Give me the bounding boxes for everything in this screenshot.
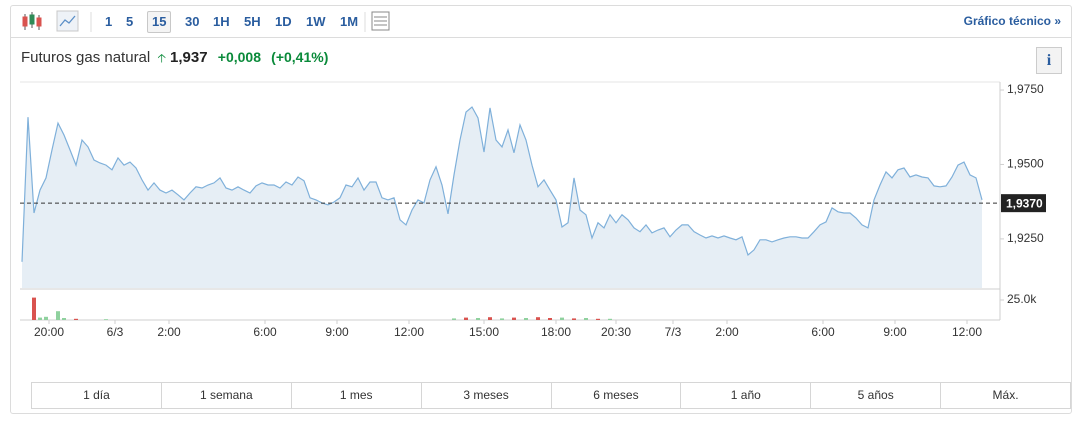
volume-tick-label: 25.0k	[1007, 292, 1037, 306]
price-line	[21, 106, 983, 262]
interval-button[interactable]: 5	[126, 14, 134, 29]
x-tick-label: 20:30	[601, 325, 631, 339]
volume-bar	[608, 318, 612, 320]
current-price-label: 1,9370	[1006, 196, 1043, 210]
instrument-name: Futuros gas natural	[21, 49, 151, 66]
volume-bar	[560, 317, 564, 320]
y-tick-label: 1,9750	[1007, 82, 1044, 96]
quote-header: Futuros gas natural 🡡 1,937 +0,008 (+0,41…	[21, 49, 328, 70]
chart: Investing.com1,97501,95001,92501,937025.…	[20, 81, 1046, 339]
range-button[interactable]: 1 año	[680, 383, 810, 408]
volume-bar	[38, 317, 42, 320]
x-tick-label: 2:00	[715, 325, 739, 339]
volume-bar	[596, 318, 600, 320]
volume-bar	[464, 317, 468, 320]
volume-bar	[44, 316, 48, 320]
range-button[interactable]: 5 años	[810, 383, 940, 408]
x-tick-label: 6:00	[253, 325, 277, 339]
x-tick-label: 6/3	[107, 325, 124, 339]
volume-bar	[524, 318, 528, 320]
y-tick-label: 1,9500	[1007, 157, 1044, 171]
volume-bar	[104, 319, 108, 320]
interval-button[interactable]: 1W	[306, 14, 326, 29]
x-tick-label: 9:00	[883, 325, 907, 339]
change: +0,008	[217, 49, 261, 65]
volume-bar	[476, 318, 480, 320]
interval-button[interactable]: 30	[185, 14, 200, 29]
y-tick-label: 1,9250	[1007, 231, 1044, 245]
volume-bar	[56, 311, 60, 320]
interval-button[interactable]: 5H	[244, 14, 261, 29]
interval-button[interactable]: 1M	[340, 14, 359, 29]
range-button[interactable]: 1 semana	[160, 383, 291, 408]
volume-bar	[512, 317, 516, 320]
volume-bar	[536, 317, 540, 320]
toolbar: 1 5 15 30 1H 5H 1D 1W 1M Gráfico técnico »	[11, 6, 1071, 38]
x-tick-label: 6:00	[811, 325, 835, 339]
volume-bar	[452, 318, 456, 320]
table-icon[interactable]	[363, 6, 393, 37]
interval-button[interactable]: 15	[147, 11, 172, 33]
area-icon[interactable]	[56, 10, 79, 32]
chart-card: 1 5 15 30 1H 5H 1D 1W 1M Gráfico técnico » Futur…	[10, 5, 1072, 414]
range-button[interactable]: 1 día	[83, 388, 110, 402]
x-tick-label: 20:00	[34, 325, 64, 339]
up-arrow: 🡡	[157, 51, 167, 65]
toolbar-icons	[22, 10, 92, 32]
x-tick-label: 12:00	[952, 325, 982, 339]
volume-bar	[572, 318, 576, 320]
range-button[interactable]: 1 mes	[290, 383, 421, 408]
interval-button[interactable]: 1H	[213, 14, 230, 29]
x-tick-label: 18:00	[541, 325, 571, 339]
change-pct: (+0,41%)	[271, 49, 329, 65]
x-tick-label: 9:00	[325, 325, 349, 339]
candle-icon[interactable]	[22, 12, 42, 30]
current-price-box	[1001, 194, 1046, 213]
x-tick-label: 7/3	[665, 325, 682, 339]
area-fill	[22, 107, 982, 288]
price: 1,937	[170, 49, 208, 66]
range-bar: 1 día 1 semana 1 mes 3 meses 6 meses 1 año 5 a…	[31, 382, 1071, 409]
volume-bar	[488, 317, 492, 320]
x-tick-label: 2:00	[157, 325, 181, 339]
technical-chart-link[interactable]: Gráfico técnico »	[963, 14, 1061, 28]
range-button[interactable]: 6 meses	[550, 383, 681, 408]
volume-bar	[548, 318, 552, 320]
range-button[interactable]: Máx.	[940, 383, 1070, 408]
info-button[interactable]: i	[1036, 47, 1062, 74]
volume-bar	[500, 318, 504, 320]
volume-bar	[584, 318, 588, 320]
volume-bar	[74, 318, 78, 320]
interval-button[interactable]: 1	[105, 14, 113, 29]
x-tick-label: 15:00	[469, 325, 499, 339]
range-button[interactable]: 3 meses	[420, 383, 551, 408]
interval-button[interactable]: 1D	[275, 14, 292, 29]
volume-bar	[62, 318, 66, 320]
volume-bar	[32, 297, 36, 320]
x-tick-label: 12:00	[394, 325, 424, 339]
